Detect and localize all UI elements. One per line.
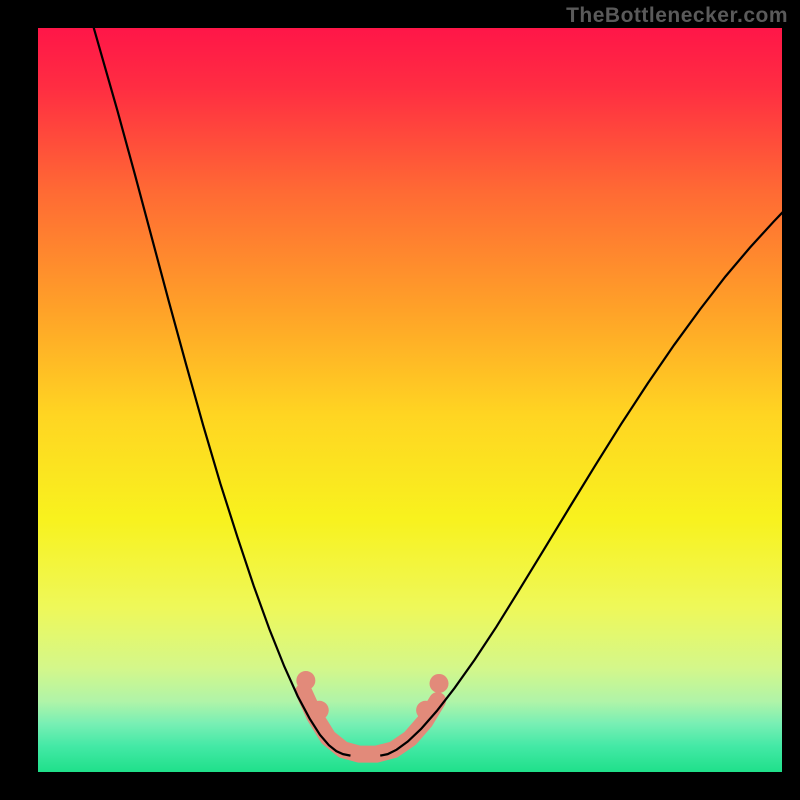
chart-stage: TheBottlenecker.com [0, 0, 800, 800]
gradient-background [38, 28, 782, 772]
plot-area [38, 2, 789, 772]
watermark-text: TheBottlenecker.com [566, 4, 788, 28]
chart-svg [0, 0, 800, 800]
